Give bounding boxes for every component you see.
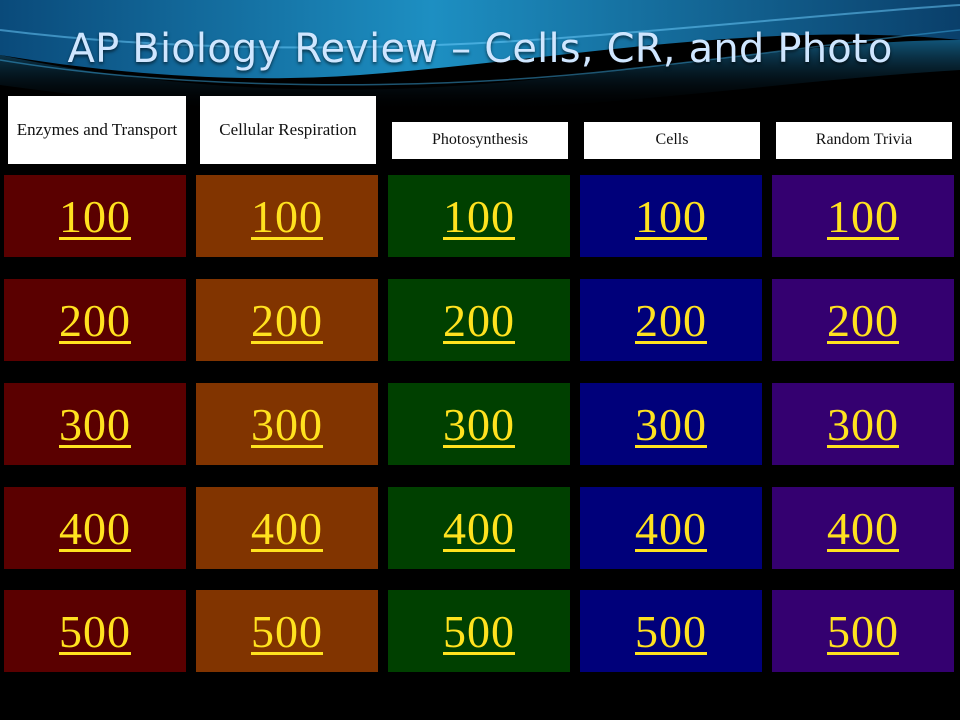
tile-cells-500[interactable]: 500 (580, 590, 762, 672)
category-header-enzymes: Enzymes and Transport (8, 96, 186, 164)
tile-point-value-link[interactable]: 200 (443, 294, 515, 346)
tile-point-value-link[interactable]: 300 (443, 398, 515, 450)
category-header-cells: Cells (584, 122, 760, 159)
tile-point-value-link[interactable]: 200 (827, 294, 899, 346)
tile-point-value-link[interactable]: 100 (827, 190, 899, 242)
tile-photosynthesis-100[interactable]: 100 (388, 175, 570, 257)
tile-point-value-link[interactable]: 400 (827, 502, 899, 554)
tile-photosynthesis-500[interactable]: 500 (388, 590, 570, 672)
tile-point-value-link[interactable]: 300 (827, 398, 899, 450)
slide-title: AP Biology Review – Cells, CR, and Photo (67, 26, 893, 72)
tile-point-value-link[interactable]: 400 (59, 502, 131, 554)
tile-point-value-link[interactable]: 300 (635, 398, 707, 450)
tile-random-trivia-100[interactable]: 100 (772, 175, 954, 257)
tile-enzymes-200[interactable]: 200 (4, 279, 186, 361)
category-header-photosynthesis: Photosynthesis (392, 122, 568, 159)
tile-enzymes-500[interactable]: 500 (4, 590, 186, 672)
tile-enzymes-300[interactable]: 300 (4, 383, 186, 465)
tile-point-value-link[interactable]: 400 (251, 502, 323, 554)
tile-photosynthesis-400[interactable]: 400 (388, 487, 570, 569)
tile-point-value-link[interactable]: 200 (635, 294, 707, 346)
tile-photosynthesis-200[interactable]: 200 (388, 279, 570, 361)
tile-cells-300[interactable]: 300 (580, 383, 762, 465)
tile-cells-100[interactable]: 100 (580, 175, 762, 257)
tile-point-value-link[interactable]: 300 (251, 398, 323, 450)
tile-cellular-respiration-400[interactable]: 400 (196, 487, 378, 569)
tile-point-value-link[interactable]: 500 (251, 605, 323, 657)
category-header-cellular-respiration: Cellular Respiration (200, 96, 376, 164)
tile-point-value-link[interactable]: 200 (59, 294, 131, 346)
tile-point-value-link[interactable]: 300 (59, 398, 131, 450)
tile-photosynthesis-300[interactable]: 300 (388, 383, 570, 465)
tile-cellular-respiration-200[interactable]: 200 (196, 279, 378, 361)
tile-point-value-link[interactable]: 100 (59, 190, 131, 242)
tile-cellular-respiration-500[interactable]: 500 (196, 590, 378, 672)
tile-point-value-link[interactable]: 500 (59, 605, 131, 657)
tile-point-value-link[interactable]: 100 (251, 190, 323, 242)
tile-point-value-link[interactable]: 400 (635, 502, 707, 554)
tile-random-trivia-200[interactable]: 200 (772, 279, 954, 361)
tile-enzymes-100[interactable]: 100 (4, 175, 186, 257)
tile-point-value-link[interactable]: 500 (635, 605, 707, 657)
tile-point-value-link[interactable]: 200 (251, 294, 323, 346)
tile-point-value-link[interactable]: 500 (443, 605, 515, 657)
tile-random-trivia-300[interactable]: 300 (772, 383, 954, 465)
tile-cellular-respiration-100[interactable]: 100 (196, 175, 378, 257)
tile-random-trivia-500[interactable]: 500 (772, 590, 954, 672)
tile-random-trivia-400[interactable]: 400 (772, 487, 954, 569)
tile-cellular-respiration-300[interactable]: 300 (196, 383, 378, 465)
tile-cells-400[interactable]: 400 (580, 487, 762, 569)
tile-point-value-link[interactable]: 400 (443, 502, 515, 554)
tile-cells-200[interactable]: 200 (580, 279, 762, 361)
tile-enzymes-400[interactable]: 400 (4, 487, 186, 569)
category-header-random-trivia: Random Trivia (776, 122, 952, 159)
tile-point-value-link[interactable]: 500 (827, 605, 899, 657)
tile-point-value-link[interactable]: 100 (635, 190, 707, 242)
tile-point-value-link[interactable]: 100 (443, 190, 515, 242)
